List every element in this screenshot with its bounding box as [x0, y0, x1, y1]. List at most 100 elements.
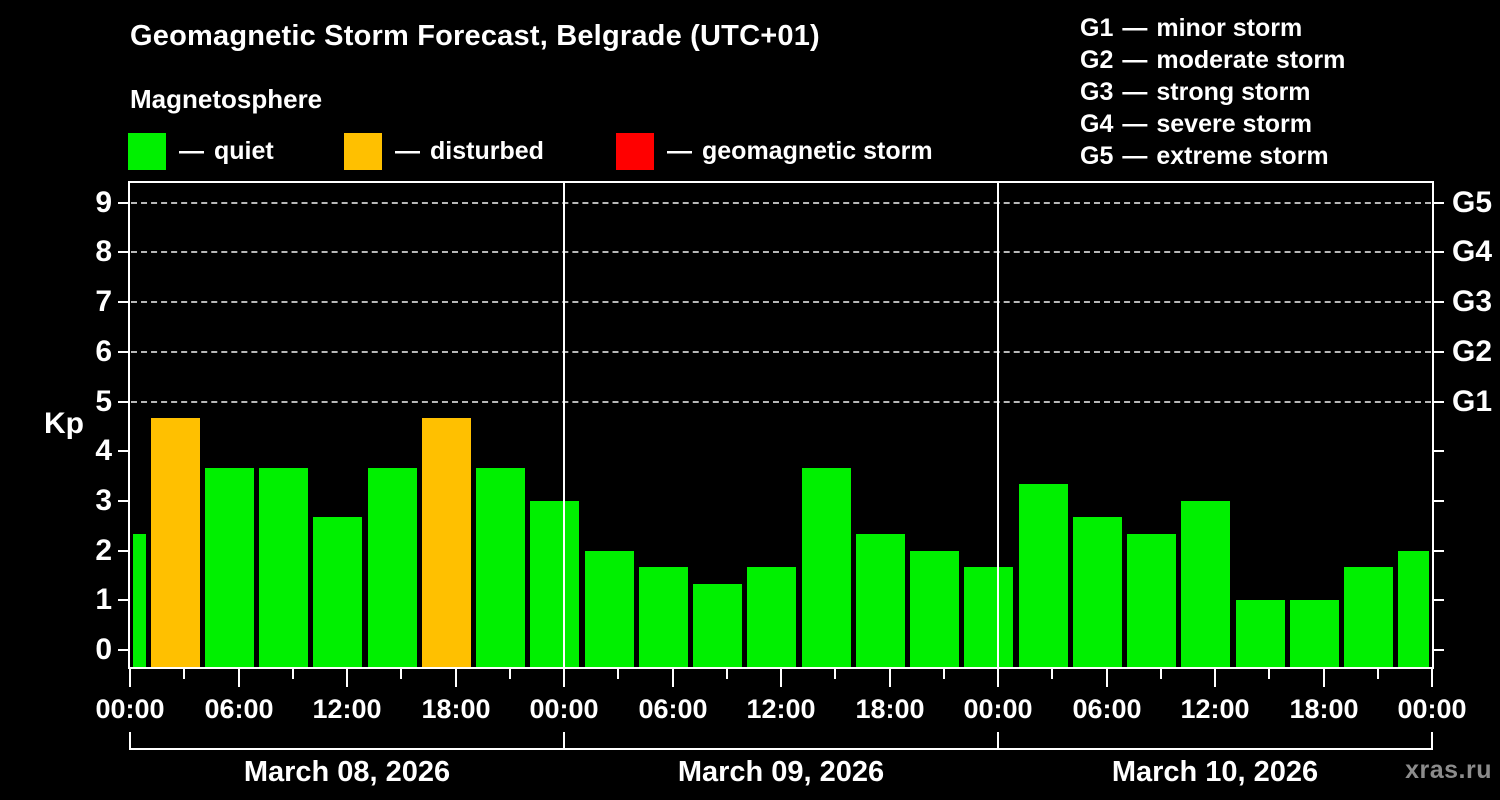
- y-axis-tick-left: [118, 351, 130, 353]
- g-legend-row-g4: G4— severe storm: [1080, 110, 1313, 138]
- y-axis-title: Kp: [44, 407, 84, 440]
- y-axis-label-8: 8: [95, 235, 112, 268]
- x-axis-tick: [1106, 668, 1108, 687]
- x-axis-label: 12:00: [312, 694, 382, 724]
- x-axis-label: 06:00: [638, 694, 708, 724]
- kp-bar-h7: [259, 468, 308, 667]
- gridline-kp6: [131, 351, 1431, 353]
- day-bracket-tick: [1431, 732, 1433, 750]
- kp-bar-h52: [1073, 517, 1122, 667]
- day-bracket-line: [998, 748, 1432, 750]
- kp-bar-h4: [205, 468, 254, 667]
- y-axis-tick-left: [118, 202, 130, 204]
- storm-color-swatch: [616, 132, 654, 170]
- y-axis-tick-right: [1432, 351, 1444, 353]
- x-axis-label: 18:00: [1289, 694, 1359, 724]
- y-axis-label-5: 5: [95, 385, 112, 418]
- x-axis-tick: [129, 668, 131, 687]
- x-axis-tick: [726, 668, 728, 679]
- x-axis-tick: [1051, 668, 1053, 679]
- x-axis-tick: [1431, 668, 1433, 687]
- x-axis-tick: [563, 668, 565, 687]
- kp-bar-h46: [964, 567, 1013, 667]
- x-axis-tick: [238, 668, 240, 687]
- x-axis-tick: [1160, 668, 1162, 679]
- disturbed-color-swatch: [344, 132, 382, 170]
- kp-bar-h67: [1344, 567, 1393, 667]
- chart-subtitle: Magnetosphere: [130, 84, 323, 114]
- x-axis-label: 00:00: [95, 694, 165, 724]
- legend-label-storm: — geomagnetic storm: [667, 136, 933, 165]
- y-axis-tick-right: [1432, 202, 1444, 204]
- y-axis-label-0: 0: [95, 633, 112, 666]
- x-axis-label: 18:00: [421, 694, 491, 724]
- y-axis-label-7: 7: [95, 285, 112, 318]
- dash-glyph: —: [1122, 46, 1148, 74]
- gridline-kp8: [131, 251, 1431, 253]
- x-axis-tick: [292, 668, 294, 679]
- xras-watermark: xras.ru: [1405, 756, 1492, 784]
- gridline-kp5: [131, 401, 1431, 403]
- g-legend-row-g5: G5— extreme storm: [1080, 142, 1329, 170]
- day-bracket-tick: [997, 732, 999, 750]
- g-axis-label-G5: G5: [1452, 186, 1493, 219]
- x-axis-label: 00:00: [1397, 694, 1467, 724]
- y-axis-label-9: 9: [95, 186, 112, 219]
- y-axis-tick-left: [118, 550, 130, 552]
- kp-bar-h70: [1398, 551, 1429, 667]
- x-axis-label: 00:00: [963, 694, 1033, 724]
- dash-glyph: —: [1122, 110, 1148, 138]
- kp-bar-h43: [910, 551, 959, 667]
- kp-bar-h31: [693, 584, 742, 667]
- g-axis-label-G3: G3: [1452, 285, 1493, 318]
- x-axis-tick: [834, 668, 836, 679]
- page-title: Geomagnetic Storm Forecast, Belgrade (UT…: [130, 20, 820, 52]
- x-axis-label: 12:00: [746, 694, 816, 724]
- y-axis-tick-left: [118, 649, 130, 651]
- x-axis-tick: [943, 668, 945, 679]
- dash-glyph: —: [1122, 142, 1148, 170]
- x-axis-tick: [400, 668, 402, 679]
- kp-bar-h61: [1236, 600, 1285, 667]
- y-axis-tick-left: [118, 450, 130, 452]
- y-axis-label-2: 2: [95, 534, 112, 567]
- x-axis-tick: [889, 668, 891, 687]
- x-axis-label: 06:00: [1072, 694, 1142, 724]
- g-legend-row-g1: G1— minor storm: [1080, 14, 1303, 42]
- day-bracket-tick: [563, 732, 565, 750]
- kp-bar-h28: [639, 567, 688, 667]
- legend-label-disturbed: — disturbed: [395, 136, 544, 165]
- y-axis-tick-right: [1432, 599, 1444, 601]
- x-axis-tick: [455, 668, 457, 687]
- x-axis-tick: [509, 668, 511, 679]
- legend-item-storm: — geomagnetic storm: [616, 132, 933, 170]
- plot-border: [128, 181, 1434, 669]
- g-legend-row-g3: G3— strong storm: [1080, 78, 1311, 106]
- g-axis-label-G4: G4: [1452, 235, 1493, 268]
- day-label: March 08, 2026: [243, 756, 451, 788]
- kp-bar-h19: [476, 468, 525, 667]
- y-axis-label-4: 4: [95, 434, 112, 467]
- kp-bar-h64: [1290, 600, 1339, 667]
- y-axis-label-3: 3: [95, 484, 112, 517]
- legend-item-quiet: — quiet: [128, 132, 274, 170]
- dash-glyph: —: [1122, 14, 1148, 42]
- y-axis-tick-left: [118, 401, 130, 403]
- x-axis-tick: [1268, 668, 1270, 679]
- gridline-kp7: [131, 301, 1431, 303]
- y-axis-label-1: 1: [95, 583, 112, 616]
- y-axis-tick-right: [1432, 649, 1444, 651]
- y-axis-tick-left: [118, 251, 130, 253]
- y-axis-tick-right: [1432, 301, 1444, 303]
- kp-bar-h25: [585, 551, 634, 667]
- y-axis-tick-left: [118, 599, 130, 601]
- kp-bar-h37: [802, 468, 851, 667]
- x-axis-label: 06:00: [204, 694, 274, 724]
- gridline-kp9: [131, 202, 1431, 204]
- x-axis-label: 00:00: [529, 694, 599, 724]
- y-axis-tick-left: [118, 500, 130, 502]
- x-axis-tick: [183, 668, 185, 679]
- x-axis-tick: [346, 668, 348, 687]
- y-axis-tick-left: [118, 301, 130, 303]
